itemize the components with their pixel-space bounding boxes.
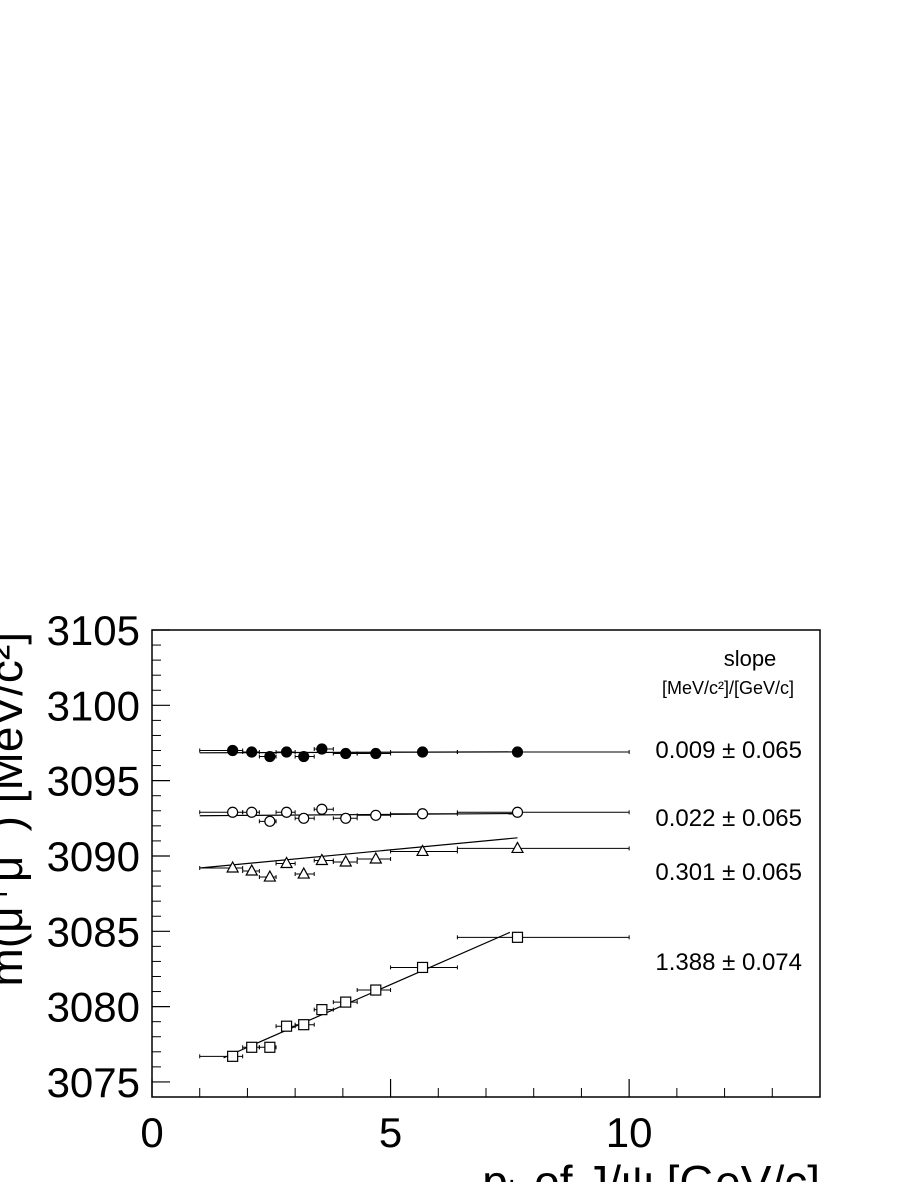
- point: [246, 746, 258, 758]
- point: [370, 747, 382, 760]
- x-axis-label: pₜ of J/ψ [GeV/c]: [482, 1156, 820, 1182]
- slope-label: 0.301 ± 0.065: [655, 859, 802, 886]
- point: [297, 866, 311, 879]
- point: [416, 961, 429, 974]
- slope-label: 0.009 ± 0.065: [655, 737, 802, 764]
- y-tick-label: 3090: [47, 833, 140, 880]
- point: [298, 812, 310, 824]
- point: [227, 1050, 239, 1062]
- point: [245, 863, 259, 876]
- point: [340, 747, 352, 760]
- y-tick-label: 3080: [47, 984, 140, 1031]
- y-tick-label: 3095: [47, 758, 140, 805]
- y-axis-label: m(μ⁺μ⁻) [MeV/c²]: [0, 632, 32, 987]
- point: [339, 854, 353, 867]
- slope-label: 1.388 ± 0.074: [655, 949, 802, 976]
- legend-title: slope: [724, 646, 777, 671]
- point: [316, 803, 328, 815]
- fit-line: [199, 837, 518, 869]
- point: [315, 853, 329, 866]
- point: [511, 746, 524, 758]
- point: [246, 806, 258, 818]
- point: [264, 1041, 276, 1053]
- y-tick-label: 3085: [47, 908, 140, 955]
- point: [370, 984, 382, 996]
- legend-unit: [MeV/c²]/[GeV/c]: [662, 678, 794, 698]
- point: [511, 931, 524, 943]
- point: [264, 750, 276, 763]
- point: [280, 856, 294, 869]
- point: [280, 1020, 293, 1032]
- point: [298, 1019, 310, 1031]
- point: [510, 841, 525, 854]
- point: [316, 1004, 328, 1016]
- point: [264, 815, 276, 827]
- x-tick-label: 10: [606, 1109, 653, 1156]
- point: [280, 746, 293, 758]
- point: [511, 806, 524, 818]
- point: [227, 744, 239, 757]
- point: [280, 806, 293, 818]
- point: [340, 996, 352, 1008]
- y-tick-label: 3075: [47, 1059, 140, 1106]
- point: [416, 844, 430, 857]
- point: [226, 860, 240, 873]
- point: [369, 851, 383, 864]
- y-tick-label: 3105: [47, 607, 140, 654]
- y-tick-label: 3100: [47, 682, 140, 729]
- point: [340, 812, 352, 824]
- point: [246, 1041, 258, 1053]
- slope-label: 0.022 ± 0.065: [655, 805, 802, 832]
- point: [263, 869, 277, 882]
- point: [416, 808, 429, 820]
- point: [370, 809, 382, 821]
- point: [298, 750, 310, 763]
- fit-line: [223, 931, 511, 1059]
- x-tick-label: 5: [379, 1109, 402, 1156]
- x-tick-label: 0: [140, 1109, 163, 1156]
- point: [227, 806, 239, 818]
- point: [416, 746, 429, 758]
- point: [316, 743, 328, 755]
